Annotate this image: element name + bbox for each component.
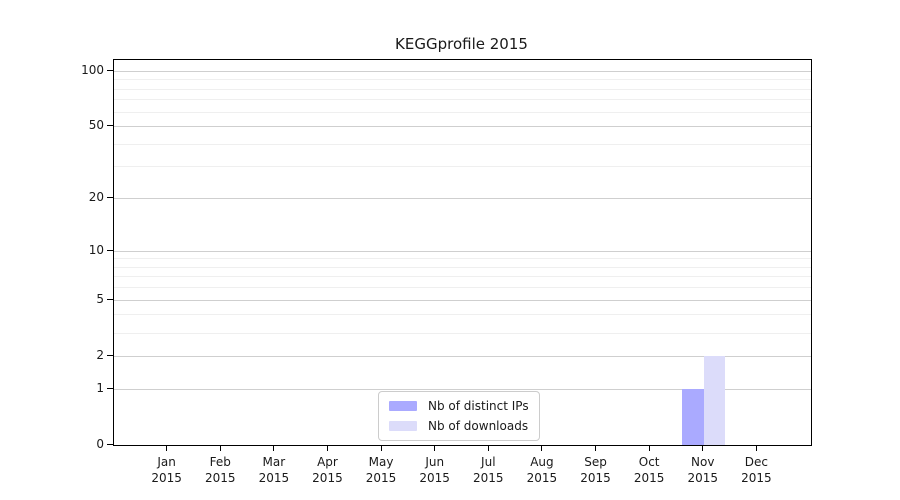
legend-item-downloads: Nb of downloads (389, 419, 529, 433)
y-tick-mark (107, 125, 113, 127)
gridline-minor (114, 287, 811, 289)
y-tick-mark (107, 387, 113, 389)
legend-swatch-distinct-ips (389, 401, 417, 411)
gridline-major (114, 388, 811, 390)
gridline-minor (114, 258, 811, 260)
y-tick-label: 5 (96, 291, 104, 306)
y-tick-label: 100 (81, 62, 104, 77)
x-tick-mark (434, 445, 436, 451)
y-tick-mark (107, 298, 113, 300)
y-tick-label: 1 (96, 380, 104, 395)
legend-item-distinct-ips: Nb of distinct IPs (389, 399, 529, 413)
bar-distinct-ips (682, 388, 704, 445)
gridline-major (114, 198, 811, 200)
gridline-minor (114, 314, 811, 316)
x-tick-mark (326, 445, 328, 451)
x-tick-mark (541, 445, 543, 451)
gridline-minor (114, 266, 811, 268)
x-tick-label: Aug 2015 (526, 455, 558, 485)
gridline-major (114, 70, 811, 72)
x-tick-mark (166, 445, 168, 451)
x-tick-label: Dec 2015 (741, 455, 772, 485)
gridline-minor (114, 332, 811, 334)
x-tick-label: Oct 2015 (633, 455, 665, 485)
legend: Nb of distinct IPs Nb of downloads (378, 391, 540, 441)
gridline-major (114, 126, 811, 128)
x-tick-mark (648, 445, 650, 451)
y-tick-label: 2 (96, 347, 104, 362)
y-tick-mark (107, 444, 113, 445)
gridline-minor (114, 79, 811, 81)
x-tick-mark (755, 445, 757, 451)
y-tick-label: 10 (88, 242, 104, 257)
gridline-minor (114, 166, 811, 168)
y-tick-mark (107, 249, 113, 251)
gridline-minor (114, 99, 811, 101)
y-tick-mark (107, 69, 113, 71)
x-tick-mark (380, 445, 382, 451)
x-tick-label: Apr 2015 (312, 455, 343, 485)
legend-label-downloads: Nb of downloads (428, 419, 529, 433)
x-tick-mark (273, 445, 275, 451)
y-tick-label: 50 (88, 118, 104, 133)
x-tick-label: Jan 2015 (151, 455, 182, 485)
gridline-major (114, 250, 811, 252)
y-tick-mark (107, 197, 113, 199)
y-tick-label: 0 (96, 437, 104, 451)
x-tick-label: Nov 2015 (687, 455, 719, 485)
chart-title: KEGGprofile 2015 (395, 35, 528, 53)
x-tick-label: Feb 2015 (204, 455, 236, 485)
legend-label-distinct-ips: Nb of distinct IPs (428, 399, 529, 413)
gridline-major (114, 355, 811, 357)
gridline-minor (114, 276, 811, 278)
legend-swatch-downloads (389, 421, 417, 431)
bar-downloads (703, 355, 726, 445)
x-tick-label: Jun 2015 (419, 455, 450, 485)
gridline-major (114, 299, 811, 301)
x-tick-mark (219, 445, 221, 451)
x-tick-mark (702, 445, 704, 451)
x-tick-label: Jul 2015 (473, 455, 504, 485)
gridline-minor (114, 143, 811, 145)
x-tick-mark (487, 445, 489, 451)
x-tick-label: Sep 2015 (580, 455, 611, 485)
gridline-minor (114, 111, 811, 113)
gridline-minor (114, 88, 811, 90)
x-tick-label: May 2015 (365, 455, 397, 485)
plot-area: Nb of distinct IPs Nb of downloads (113, 59, 812, 446)
x-tick-label: Mar 2015 (258, 455, 290, 485)
x-tick-mark (595, 445, 597, 451)
y-tick-label: 20 (88, 190, 104, 205)
y-tick-mark (107, 354, 113, 356)
